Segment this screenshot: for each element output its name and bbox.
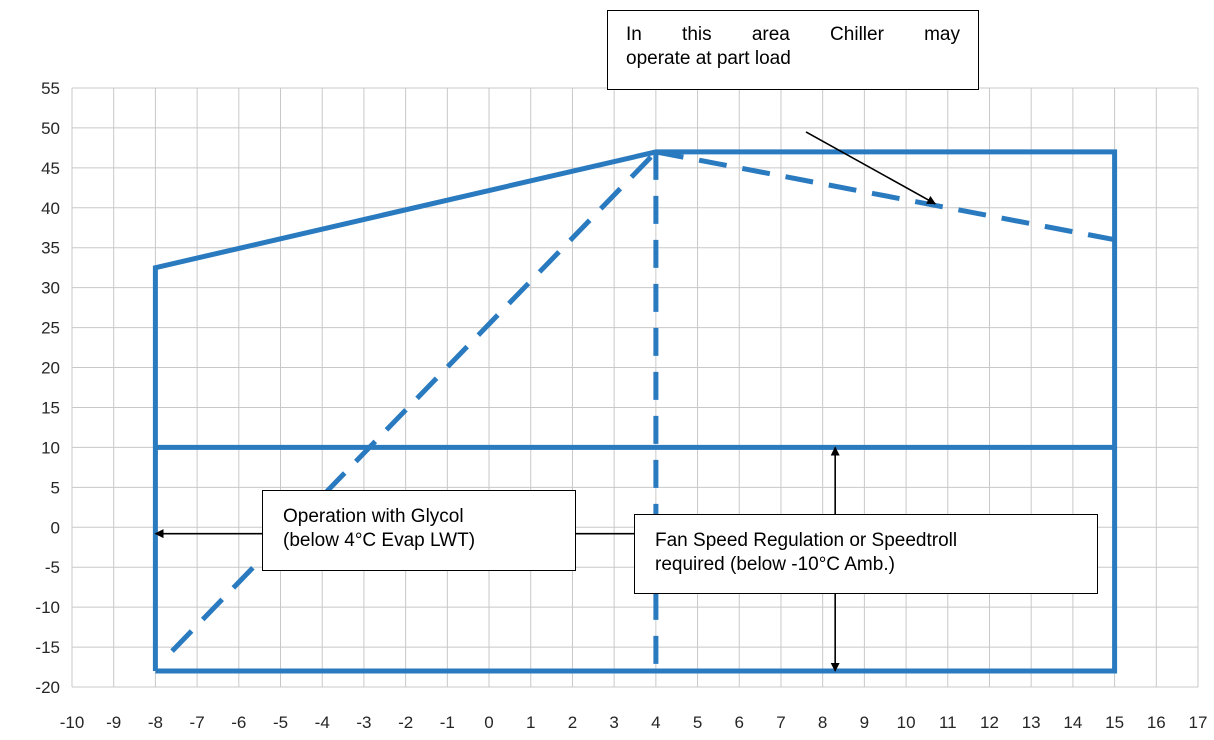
dashed-series-line-3 bbox=[655, 149, 1116, 243]
x-tick-label: 17 bbox=[1189, 713, 1208, 732]
x-tick-label: -2 bbox=[398, 713, 413, 732]
x-tick-label: -9 bbox=[106, 713, 121, 732]
x-tick-label: 12 bbox=[980, 713, 999, 732]
x-tick-label: 5 bbox=[693, 713, 702, 732]
y-tick-label: 50 bbox=[41, 119, 60, 138]
part-load-annotation-line-2: operate at part load bbox=[626, 48, 791, 69]
x-tick-label: 2 bbox=[568, 713, 577, 732]
x-tick-label: 16 bbox=[1147, 713, 1166, 732]
y-tick-label: -15 bbox=[35, 638, 60, 657]
x-tick-label: -8 bbox=[148, 713, 163, 732]
x-tick-label: 15 bbox=[1105, 713, 1124, 732]
part-load-annotation: In this area Chiller may operate at part… bbox=[607, 10, 979, 90]
x-tick-label: 10 bbox=[897, 713, 916, 732]
grid bbox=[71, 87, 1199, 688]
x-tick-label: -6 bbox=[231, 713, 246, 732]
fan-speed-annotation-line-1: Fan Speed Regulation or Speedtroll bbox=[655, 530, 958, 551]
glycol-annotation-line-1: Operation with Glycol bbox=[283, 506, 464, 527]
x-tick-label: 8 bbox=[818, 713, 827, 732]
fan-speed-annotation-line-2: required (below -10°C Amb.) bbox=[655, 554, 895, 575]
y-tick-label: 0 bbox=[51, 518, 60, 537]
part-load-annotation-line-1: In this area Chiller may bbox=[626, 24, 960, 45]
y-tick-label: 45 bbox=[41, 159, 60, 178]
x-tick-label: 0 bbox=[484, 713, 493, 732]
y-tick-label: 35 bbox=[41, 239, 60, 258]
glycol-annotation: Operation with Glycol (below 4°C Evap LW… bbox=[262, 490, 576, 571]
y-tick-label: -10 bbox=[35, 598, 60, 617]
x-tick-label: 11 bbox=[939, 713, 957, 732]
glycol-annotation-line-2: (below 4°C Evap LWT) bbox=[283, 530, 476, 551]
y-tick-label: 10 bbox=[41, 438, 60, 457]
x-tick-label: -7 bbox=[190, 713, 205, 732]
y-tick-label: -20 bbox=[35, 678, 60, 697]
x-tick-label: 7 bbox=[776, 713, 785, 732]
solid-series-line-0 bbox=[152, 149, 1118, 674]
x-tick-label: -3 bbox=[356, 713, 371, 732]
partload-arrow bbox=[805, 131, 937, 205]
y-tick-label: 30 bbox=[41, 279, 60, 298]
y-tick-label: 25 bbox=[41, 319, 60, 338]
dashed-series-line-2 bbox=[170, 150, 658, 653]
x-tick-label: -10 bbox=[60, 713, 85, 732]
x-tick-label: -5 bbox=[273, 713, 288, 732]
envelope-series bbox=[152, 149, 1118, 674]
y-tick-label: 5 bbox=[51, 478, 60, 497]
y-tick-label: -5 bbox=[45, 558, 60, 577]
x-tick-label: 1 bbox=[526, 713, 535, 732]
y-tick-label: 55 bbox=[41, 79, 60, 98]
y-tick-label: 15 bbox=[41, 398, 60, 417]
x-axis-tick-labels: -10 -9 -8 -7 -6 -5 -4 -3 -2 -1 0 1 2 3 4 5 6 7 8 9 10 11 12 13 1… bbox=[60, 713, 1208, 732]
x-tick-label: 9 bbox=[860, 713, 869, 732]
x-tick-label: 14 bbox=[1063, 713, 1082, 732]
x-tick-label: 6 bbox=[735, 713, 744, 732]
y-tick-label: 40 bbox=[41, 199, 60, 218]
x-tick-label: -4 bbox=[315, 713, 330, 732]
fan-speed-annotation: Fan Speed Regulation or Speedtroll requi… bbox=[634, 514, 1098, 594]
x-tick-label: -1 bbox=[440, 713, 455, 732]
x-tick-label: 4 bbox=[651, 713, 660, 732]
x-tick-label: 13 bbox=[1022, 713, 1041, 732]
x-tick-label: 3 bbox=[609, 713, 618, 732]
y-tick-label: 20 bbox=[41, 359, 60, 378]
